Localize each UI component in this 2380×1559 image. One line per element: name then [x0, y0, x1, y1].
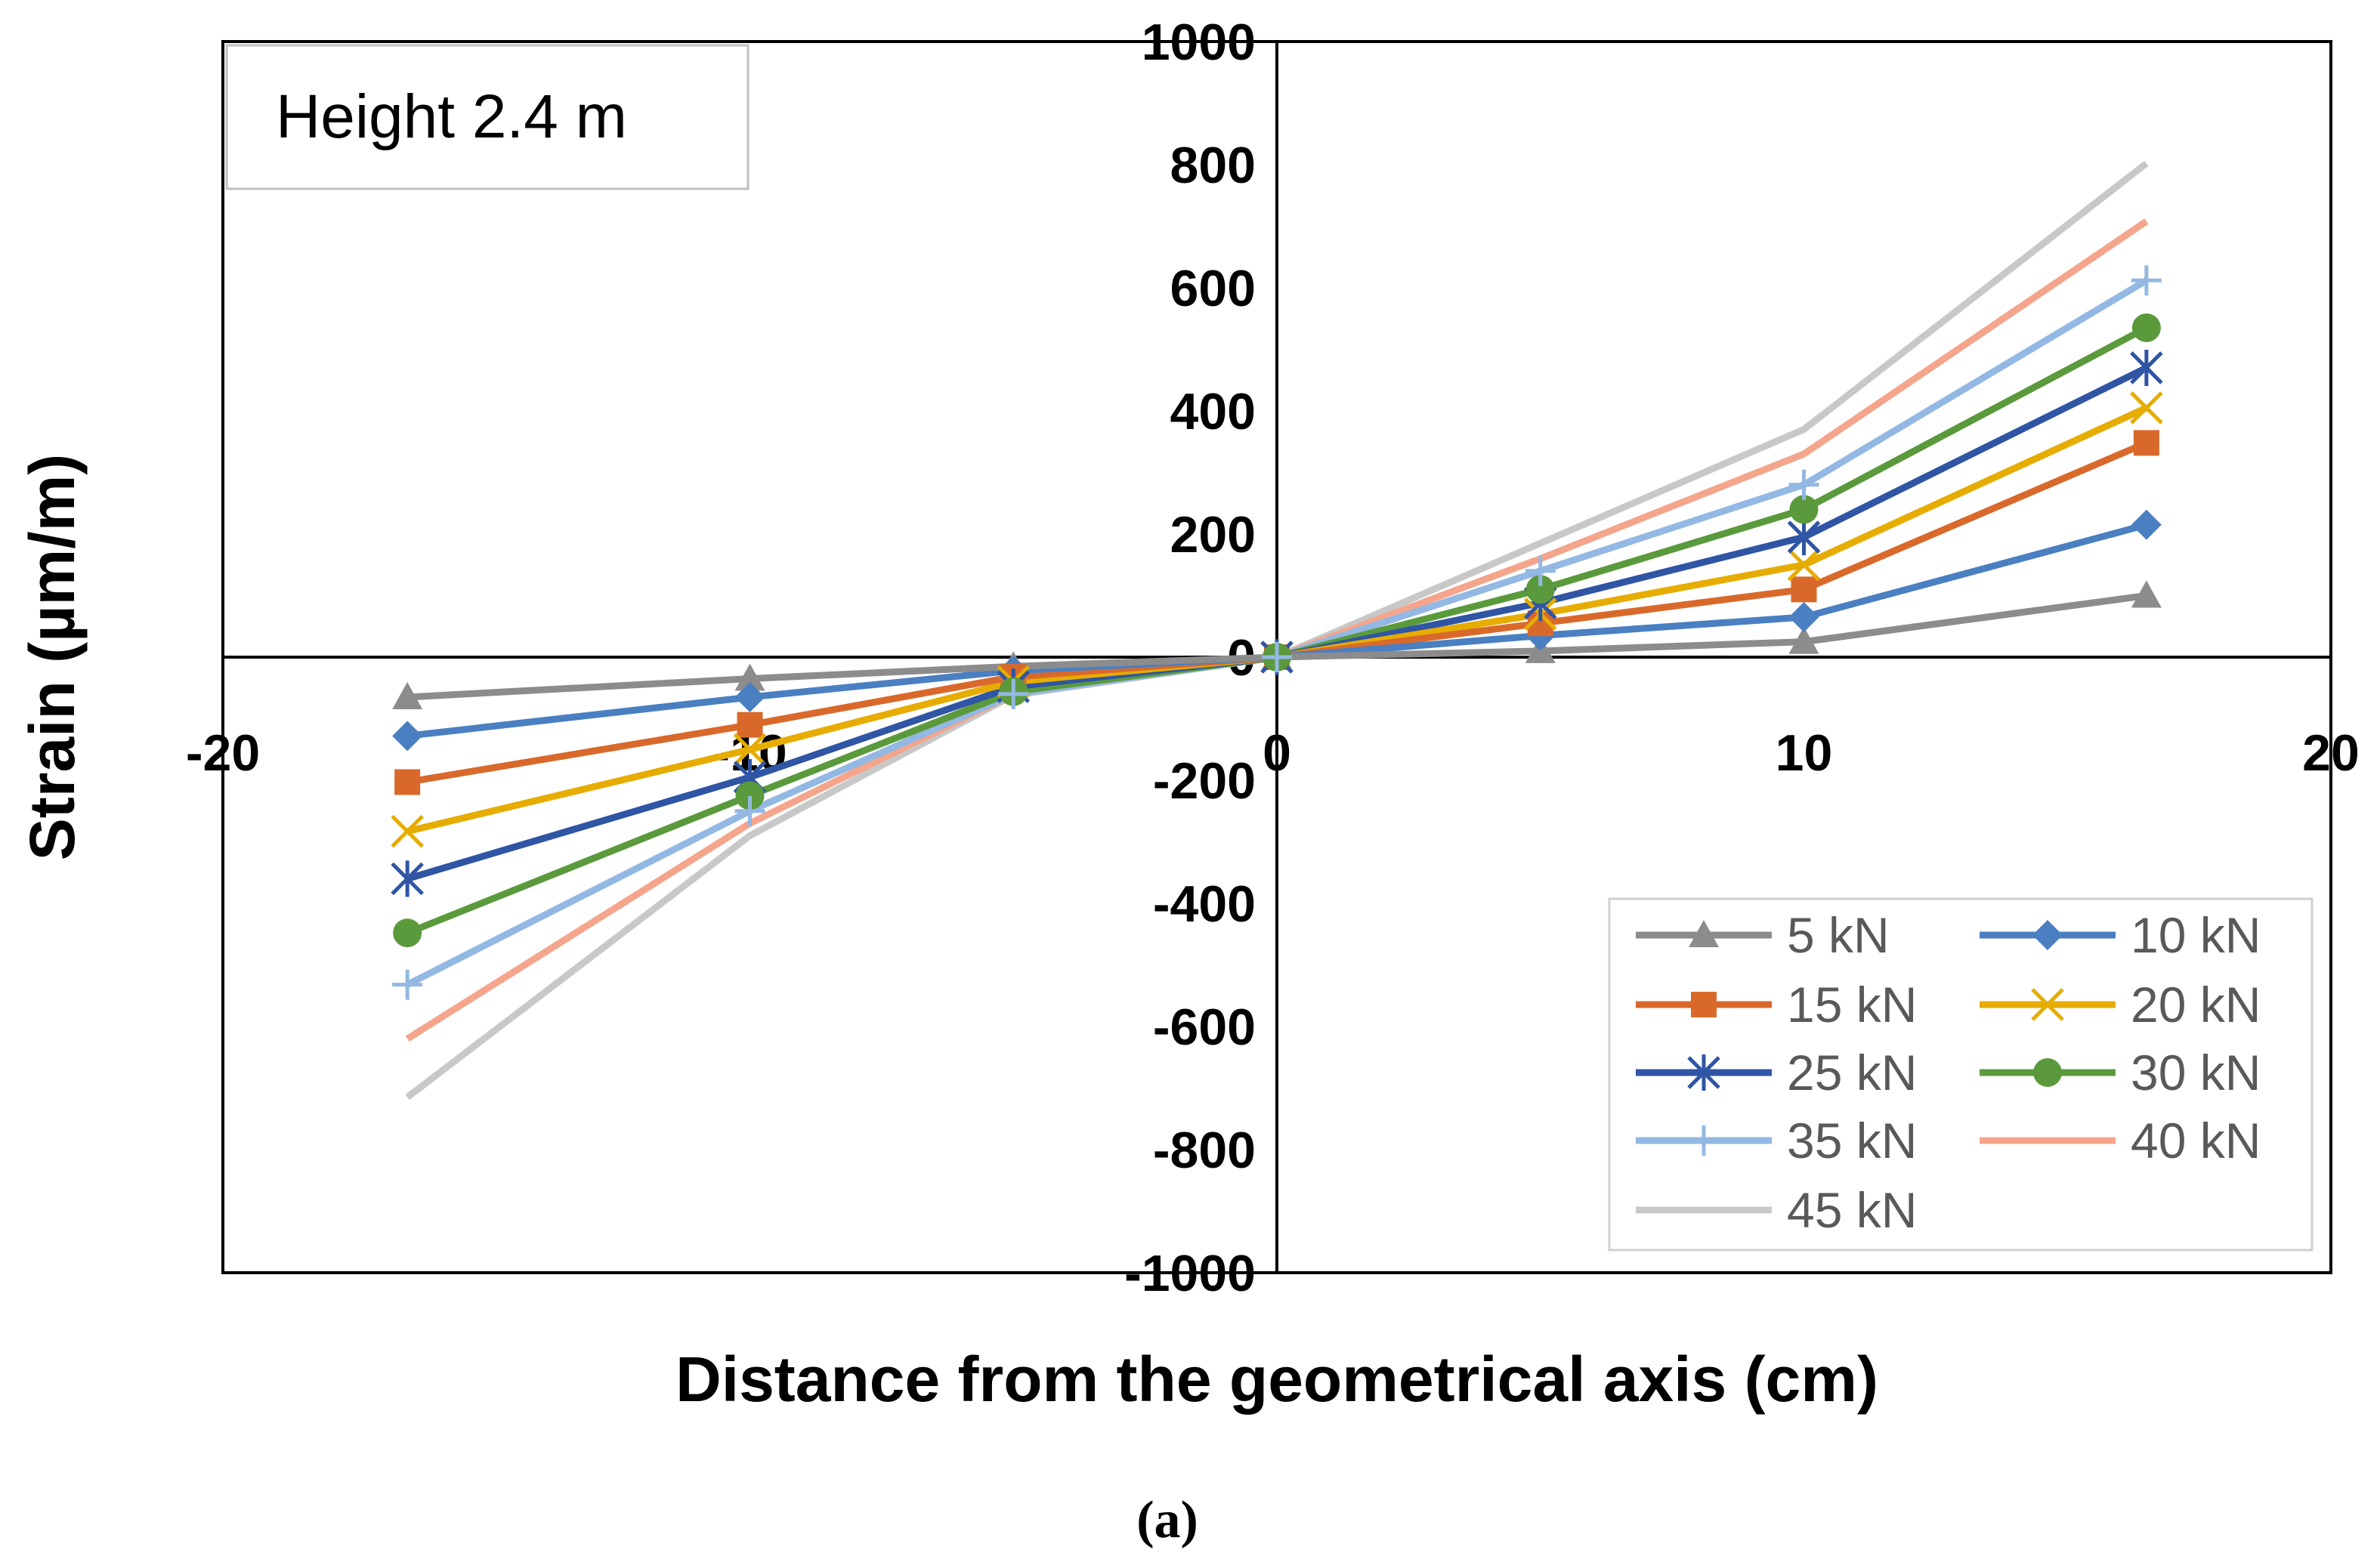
- legend-label: 35 kN: [1787, 1113, 1917, 1168]
- data-point: [1262, 642, 1292, 672]
- data-point: [1788, 469, 1819, 500]
- data-point: [2131, 313, 2161, 342]
- legend: 5 kN 10 kN 15 kN 20 kN 25 kN 30 kN 35 kN 40 kN 4…: [1608, 897, 2314, 1252]
- data-point: [1788, 626, 1819, 654]
- data-point: [2131, 580, 2162, 608]
- x-tick-label: 10: [1776, 724, 1833, 782]
- data-point: [1787, 548, 1821, 582]
- data-point: [391, 814, 424, 848]
- data-point: [734, 795, 765, 826]
- legend-entry: 25 kN: [1636, 1045, 1917, 1101]
- data-point: [393, 918, 422, 948]
- data-point: [2131, 509, 2162, 540]
- y-tick-label: 600: [1170, 260, 1256, 317]
- y-tick-label: -1000: [1124, 1245, 1256, 1302]
- x-tick-label: 0: [1263, 724, 1291, 782]
- y-tick-label: 400: [1170, 383, 1256, 440]
- legend-label: 20 kN: [2131, 977, 2261, 1033]
- legend-label: 30 kN: [2131, 1045, 2261, 1101]
- data-point: [392, 721, 423, 752]
- figure-caption: (a): [1136, 1491, 1198, 1549]
- legend-marker: [1689, 1125, 1719, 1156]
- legend-marker: [1689, 920, 1719, 947]
- legend-label: 5 kN: [1787, 907, 1890, 963]
- y-axis-title: Strain (µm/m): [17, 454, 88, 860]
- legend-entry: 30 kN: [1980, 1045, 2261, 1101]
- legend-label: 40 kN: [2131, 1113, 2261, 1168]
- legend-marker: [1687, 1054, 1720, 1091]
- data-point: [391, 860, 424, 897]
- legend-entry: 10 kN: [1980, 907, 2261, 963]
- data-point: [1525, 575, 1555, 604]
- legend-marker: [2031, 988, 2064, 1021]
- data-point: [2130, 391, 2163, 424]
- y-tick-label: -200: [1153, 752, 1256, 810]
- y-tick-label: -400: [1153, 875, 1256, 933]
- legend-entry: 15 kN: [1636, 977, 1917, 1033]
- data-point: [998, 678, 1029, 709]
- data-point: [735, 781, 765, 810]
- data-point: [392, 969, 423, 1000]
- legend-label: 10 kN: [2131, 907, 2261, 963]
- data-point: [1787, 519, 1821, 556]
- series-markers: [391, 265, 2163, 1000]
- legend-marker: [2032, 920, 2063, 950]
- legend-entry: 20 kN: [1980, 977, 2261, 1033]
- data-point: [392, 681, 423, 709]
- annotation-text: Height 2.4 m: [276, 82, 627, 151]
- data-point: [2130, 349, 2163, 386]
- data-point: [1525, 555, 1556, 586]
- annotation-box: [225, 44, 750, 190]
- data-point: [734, 663, 765, 691]
- legend-label: 15 kN: [1787, 977, 1917, 1033]
- y-tick-label: -800: [1153, 1122, 1256, 1179]
- x-axis-title: Distance from the geometrical axis (cm): [675, 1344, 1878, 1415]
- data-point: [1788, 602, 1819, 633]
- y-tick-label: 800: [1170, 137, 1256, 194]
- legend-marker: [2033, 1058, 2062, 1087]
- data-point: [734, 681, 765, 712]
- x-tick-label: -20: [186, 724, 260, 782]
- data-point: [2131, 265, 2162, 296]
- legend-marker: [1691, 992, 1717, 1017]
- data-point: [394, 769, 421, 795]
- legend-label: 45 kN: [1787, 1182, 1917, 1238]
- legend-entry: 35 kN: [1636, 1113, 1917, 1168]
- x-tick-label: 20: [2302, 724, 2360, 782]
- data-point: [737, 712, 763, 738]
- data-point: [2133, 430, 2159, 456]
- y-tick-label: -600: [1153, 999, 1256, 1056]
- legend-entry: 5 kN: [1636, 907, 1890, 963]
- legend-entry: 45 kN: [1636, 1182, 1917, 1238]
- y-tick-label: 1000: [1142, 14, 1256, 71]
- data-point: [1791, 576, 1817, 603]
- data-point: [1789, 495, 1819, 524]
- y-tick-label: 200: [1170, 506, 1256, 563]
- legend-label: 25 kN: [1787, 1045, 1917, 1101]
- data-point: [733, 733, 767, 767]
- legend-entry: 40 kN: [1980, 1113, 2261, 1168]
